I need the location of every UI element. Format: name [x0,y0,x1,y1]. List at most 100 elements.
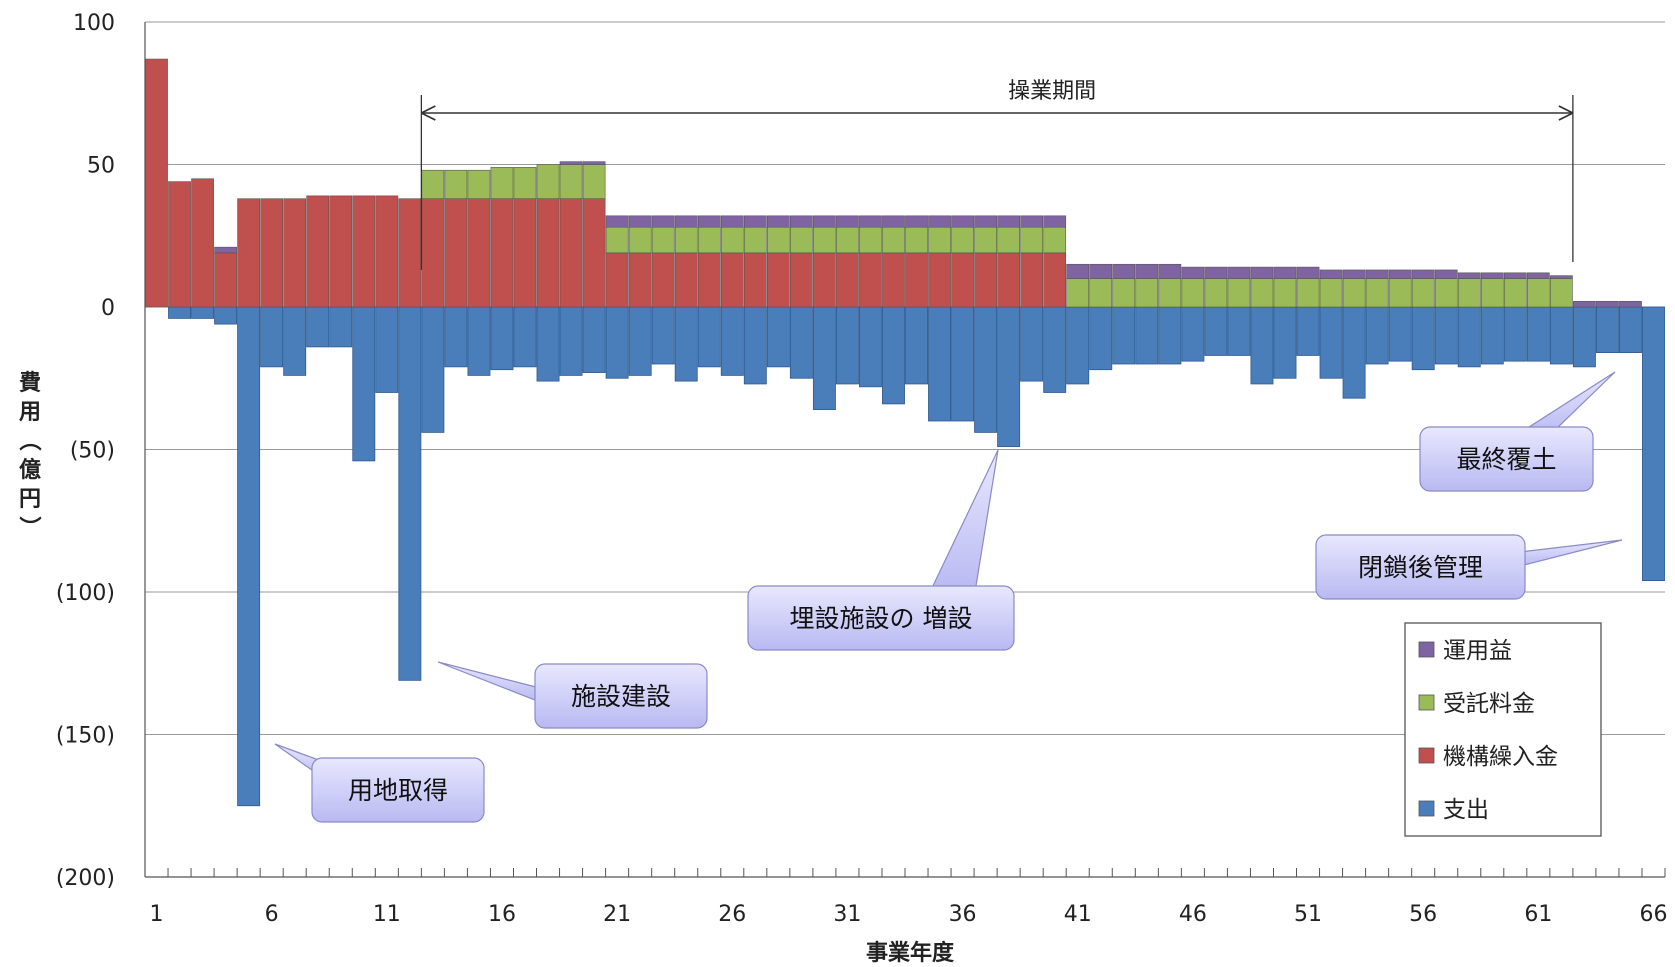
bar-segment [1296,278,1320,308]
bar-expense [191,306,215,319]
bar-segment [1503,272,1527,279]
y-tick-label: (100) [56,581,115,606]
bar-segment [559,161,583,165]
bar-expense [1227,306,1251,356]
bar-expense [1526,306,1550,362]
bar-segment [1181,266,1205,279]
bar-segment [1573,300,1596,308]
bar-segment [928,252,951,308]
bar-segment [813,215,836,228]
bar-segment [1296,266,1320,279]
bar-expense [1480,306,1504,365]
bar-expense [582,306,606,373]
callout-label: 埋設施設の 増設 [790,604,973,633]
x-tick-label: 56 [1409,902,1437,927]
x-tick-label: 1 [150,902,164,927]
bar-segment [628,252,652,308]
bar-segment [1158,278,1182,308]
bar-segment [237,198,260,308]
y-axis-title-char: 億 [19,457,41,483]
bar-expense [421,306,445,433]
callout-pointer [1519,539,1623,567]
period-label: 操業期間 [1008,79,1096,104]
bar-segment [375,195,399,308]
bar-expense [1572,306,1596,368]
bar-segment [882,215,905,228]
bar-expense [859,306,882,388]
bar-expense [1181,306,1205,362]
legend-swatch [1418,641,1435,658]
bar-segment [536,198,560,308]
bar-segment [1066,263,1090,279]
bar-segment [306,195,330,308]
bar-segment [329,195,353,308]
x-tick-label: 11 [373,902,401,927]
bar-segment [513,198,537,308]
bar-segment [1411,269,1435,279]
bar-expense [766,306,790,368]
bar-expense [1043,306,1067,393]
callout-label: 用地取得 [348,776,448,805]
bar-segment [720,252,744,308]
bar-segment [536,164,560,200]
bar-segment [1457,272,1481,279]
bar-expense [651,306,675,365]
legend-label: 運用益 [1443,638,1512,664]
bar-expense [1365,306,1389,365]
bar-segment [1596,300,1619,308]
bar-segment [766,226,790,254]
x-tick-label: 36 [949,902,977,927]
bar-segment [743,226,767,254]
bar-segment [1457,278,1481,308]
bar-segment [1227,266,1251,279]
bar-segment [1204,278,1228,308]
legend-label: 機構繰入金 [1443,744,1558,770]
bar-segment [1319,278,1343,308]
bar-expense [352,306,376,462]
bar-segment [1503,278,1527,308]
bar-segment [1020,252,1044,308]
bar-segment [1365,278,1389,308]
bar-segment [559,198,583,308]
bar-expense [1089,306,1113,371]
bar-expense [329,306,353,348]
y-axis-title-char: （ [16,429,41,451]
x-tick-label: 46 [1179,902,1207,927]
bar-segment [790,252,813,308]
x-tick-label: 61 [1524,902,1552,927]
bar-segment [905,226,928,254]
y-axis-title-char: 費 [19,371,41,396]
bar-expense [812,306,836,410]
bar-expense [951,306,975,422]
bar-expense [444,306,468,368]
bar-segment [697,226,721,254]
bar-expense [237,306,261,807]
bar-segment [836,252,859,308]
bar-segment [1250,266,1274,279]
callout-box [311,757,485,823]
bar-segment [1526,272,1550,279]
period-arrow-left-head [420,105,436,121]
bar-segment [1342,278,1366,308]
bar-segment [214,246,237,254]
bar-segment [859,215,882,228]
bar-expense [974,306,998,433]
bar-segment [651,252,675,308]
bar-expense [1020,306,1044,382]
x-tick-labels: 1 6 11 16 21 26 31 36 41 46 51 56 61 66 [150,902,1668,927]
bar-expense [306,306,330,348]
bar-segment [1066,278,1090,308]
bar-expense [1296,306,1320,356]
bar-segment [1043,215,1067,228]
bar-expense [375,306,399,393]
y-axis-title: 費用 （ 億円 ） [16,371,41,538]
bar-segment [651,226,675,254]
bar-expense [467,306,491,376]
bar-segment [1227,278,1251,308]
bar-segment [651,215,675,228]
bar-segment [1365,269,1389,279]
bar-expense [1503,306,1527,362]
x-tick-label: 16 [488,902,516,927]
